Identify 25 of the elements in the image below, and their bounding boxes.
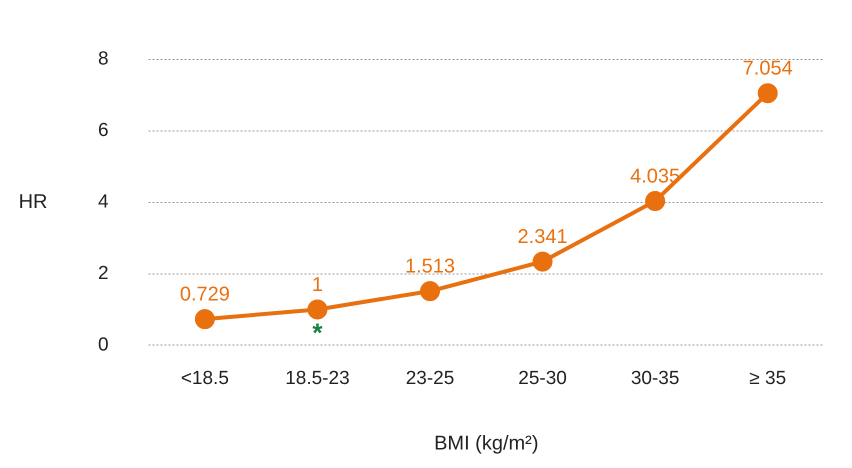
y-tick-label: 0 bbox=[98, 334, 109, 356]
y-tick-label: 8 bbox=[98, 48, 109, 70]
data-label: 1.513 bbox=[404, 256, 456, 278]
point bbox=[194, 309, 215, 330]
data-label: 1 bbox=[312, 274, 323, 296]
x-tick-label: 18.5-23 bbox=[285, 368, 350, 389]
y-tick-label: 2 bbox=[98, 262, 109, 284]
x-tick-label: 30-35 bbox=[630, 368, 680, 389]
y-tick-label: 4 bbox=[98, 192, 109, 213]
point bbox=[758, 83, 778, 104]
x-tick-label: <18.5 bbox=[180, 368, 229, 389]
point bbox=[420, 281, 440, 302]
annotation: * bbox=[312, 318, 324, 348]
point bbox=[307, 299, 328, 320]
point bbox=[645, 191, 666, 212]
x-axis-title: BMI (kg/m²) bbox=[434, 432, 538, 455]
y-axis-title: HR bbox=[18, 190, 48, 213]
y-tick-label: 6 bbox=[98, 120, 109, 142]
data-label: 0.729 bbox=[180, 284, 230, 306]
x-tick-label: 25-30 bbox=[518, 368, 567, 389]
data-label: 2.341 bbox=[518, 226, 568, 248]
data-label: 7.054 bbox=[742, 58, 793, 80]
point bbox=[532, 252, 553, 272]
x-tick-label: 23-25 bbox=[406, 368, 454, 389]
x-tick-label: ≥ 35 bbox=[749, 368, 786, 389]
